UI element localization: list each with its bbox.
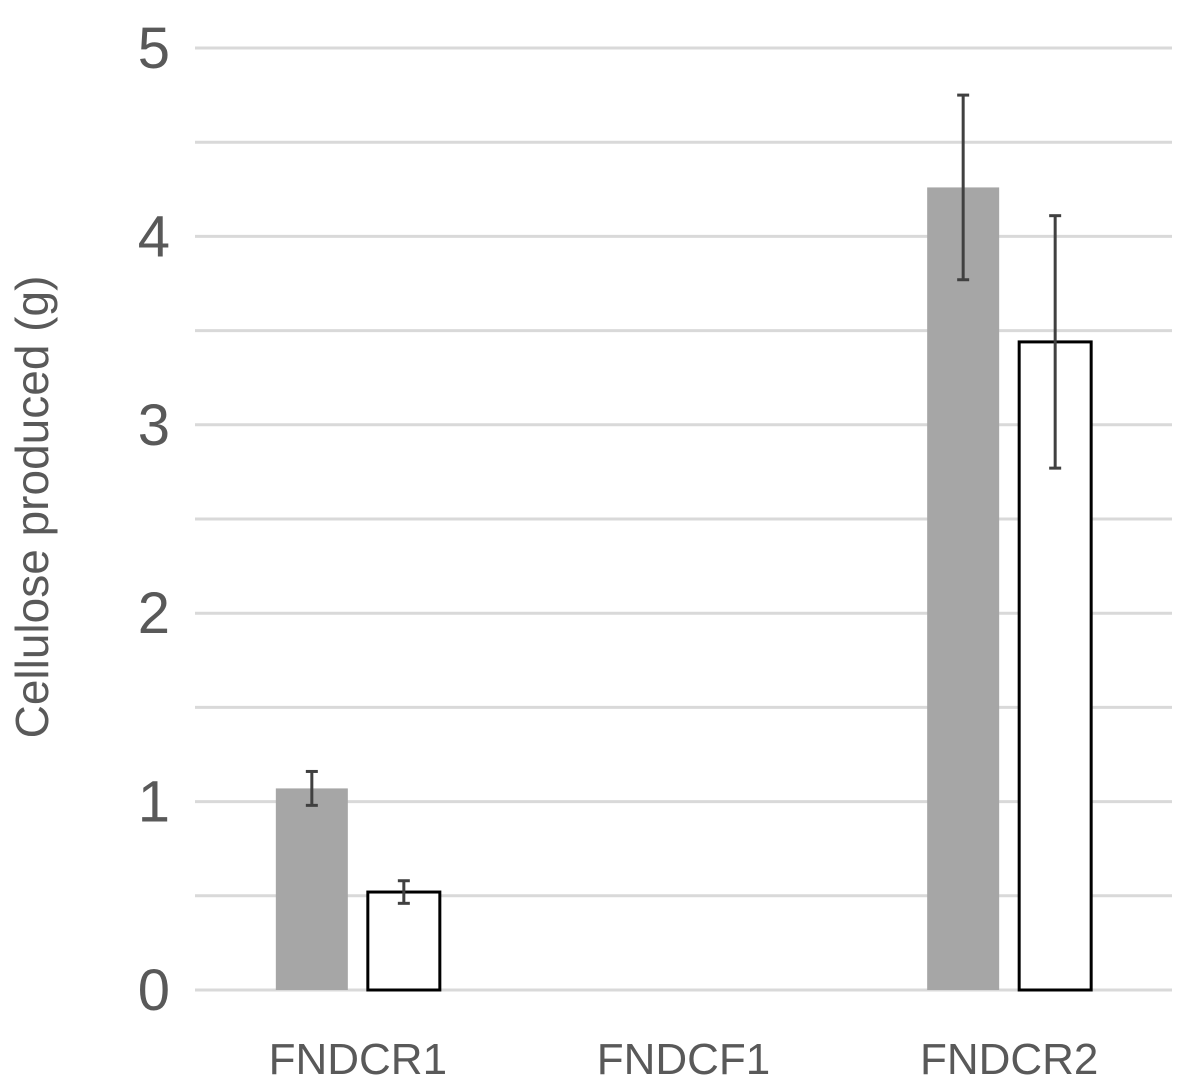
y-tick-label: 4 <box>138 204 170 269</box>
y-tick-label: 5 <box>138 16 170 81</box>
error-bars <box>305 93 1062 905</box>
y-tick-label: 2 <box>138 581 170 646</box>
x-category-label: FNDCR1 <box>269 1035 447 1084</box>
y-tick-label: 0 <box>138 958 170 1023</box>
y-tick-labels: 0 1 2 3 4 5 <box>138 16 170 1023</box>
bars <box>275 187 1093 992</box>
x-category-labels: FNDCR1 FNDCF1 FNDCR2 <box>269 1035 1099 1084</box>
bar <box>927 187 1000 990</box>
x-category-label: FNDCR2 <box>920 1035 1098 1084</box>
y-tick-label: 3 <box>138 393 170 458</box>
bar <box>1017 340 1093 992</box>
bar <box>366 890 442 992</box>
gridlines <box>195 46 1172 992</box>
bar <box>275 788 348 990</box>
y-axis-title: Cellulose produced (g) <box>6 276 58 739</box>
y-tick-label: 1 <box>138 770 170 835</box>
x-category-label: FNDCF1 <box>597 1035 771 1084</box>
